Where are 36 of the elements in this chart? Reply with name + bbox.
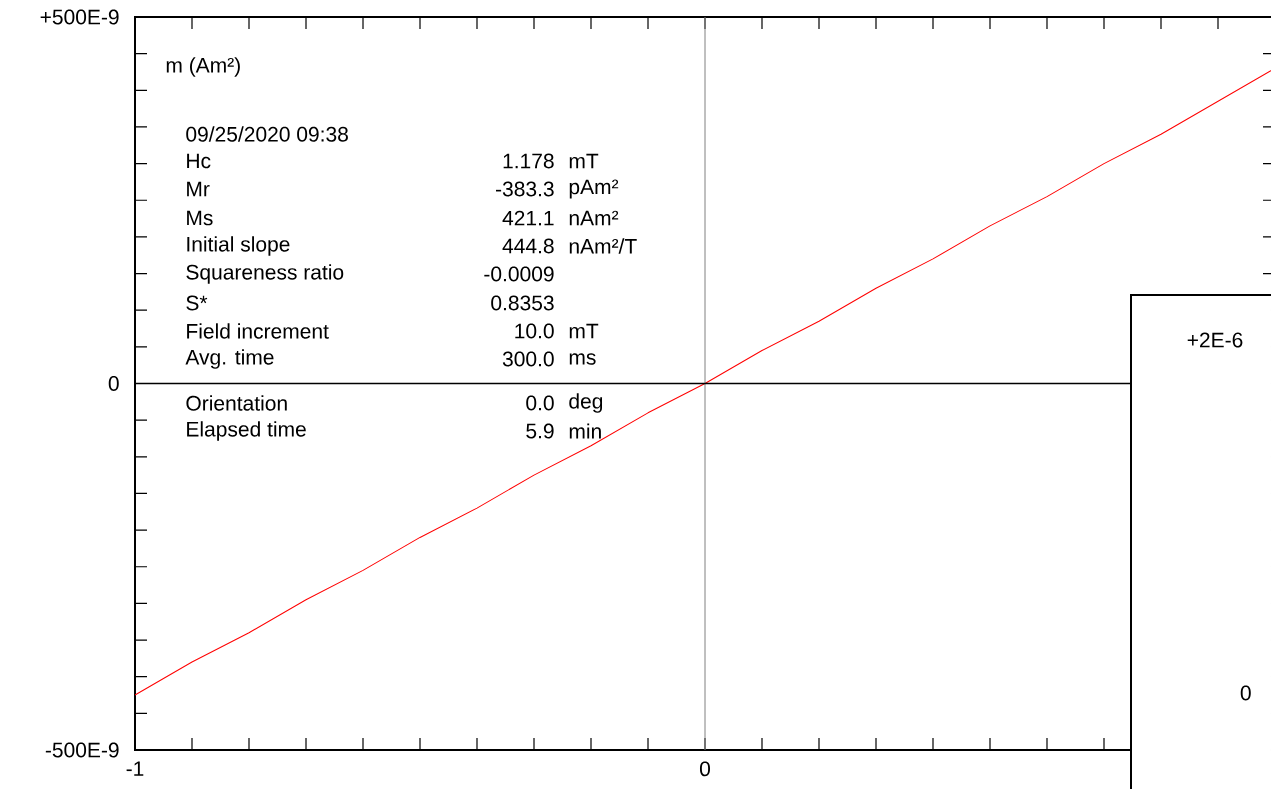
annotation: 421.1	[502, 210, 554, 226]
annotation: Initial slope	[187, 236, 290, 256]
annotation: 1.178	[503, 153, 554, 169]
annotation: ms	[569, 353, 596, 365]
annotation: Squareness ratio	[186, 264, 344, 284]
annotation: 300.0	[502, 351, 554, 367]
annotation: 5.9	[526, 423, 554, 439]
annotation: Avg. time	[185, 349, 274, 369]
y-tick-label: +500E-9	[40, 9, 119, 25]
annotation: Hc	[187, 153, 211, 169]
annotation: S*	[186, 295, 208, 311]
annotation: -383.3	[496, 181, 554, 197]
annotation: 10.0	[515, 323, 554, 339]
annotation: m (Am²)	[166, 57, 240, 77]
annotation: Elapsed time	[187, 421, 306, 441]
annotation: nAm²/T	[569, 238, 637, 254]
annotation: 0.8353	[491, 295, 554, 311]
annotation: 444.8	[502, 238, 554, 254]
annotation: 0	[1240, 685, 1251, 701]
annotation: mT	[569, 153, 599, 169]
annotation: Ms	[187, 210, 213, 226]
annotation: Orientation	[186, 395, 287, 411]
annotation: pAm²	[569, 179, 619, 199]
annotation: -0.0009	[484, 266, 554, 282]
y-tick-label: 0	[108, 376, 119, 391]
annotation: mT	[569, 323, 599, 339]
annotation: deg	[569, 393, 603, 413]
annotation: 09/25/2020 09:38	[186, 126, 348, 142]
annotation: +2E-6	[1187, 332, 1243, 348]
x-tick-label: -1	[126, 761, 144, 776]
y-tick-label: -500E-9	[45, 742, 119, 758]
annotation: Mr	[187, 181, 210, 197]
annotation: 0.0	[526, 395, 554, 411]
annotation: Field increment	[187, 323, 329, 339]
annotation: nAm²	[569, 210, 619, 226]
annotation: min	[569, 423, 601, 439]
